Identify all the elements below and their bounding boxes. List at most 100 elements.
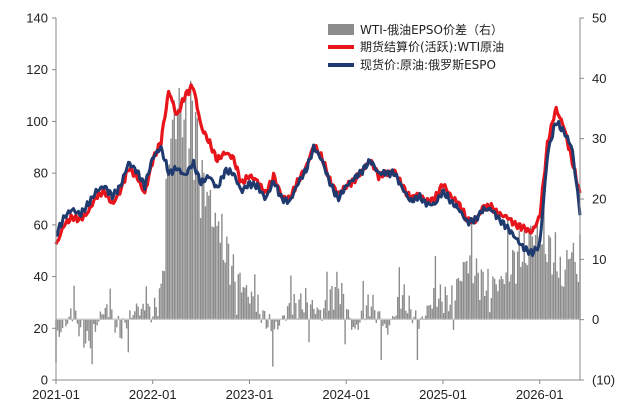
spread-bar xyxy=(98,319,100,322)
spread-bar xyxy=(438,298,440,320)
spread-bar xyxy=(199,218,202,320)
spread-bar xyxy=(282,315,284,320)
spread-bar xyxy=(250,291,253,320)
spread-bar xyxy=(385,319,387,329)
spread-bar xyxy=(497,291,499,320)
spread-bar xyxy=(355,319,358,325)
spread-bar xyxy=(145,286,147,320)
spread-bar xyxy=(360,310,363,320)
left-axis-ticks: 0 20 40 60 80 100 120 140 xyxy=(26,11,56,388)
spread-bar xyxy=(255,311,258,320)
spread-bar xyxy=(352,319,354,327)
spread-bar xyxy=(319,310,322,320)
spread-bar xyxy=(449,304,451,320)
spread-bar xyxy=(556,271,558,320)
spread-bar xyxy=(153,297,156,320)
spread-bar xyxy=(163,271,166,320)
spread-bar xyxy=(121,319,123,339)
spread-bar xyxy=(484,296,486,320)
spread-bar xyxy=(81,319,83,321)
spread-bar xyxy=(388,319,391,326)
spread-bar xyxy=(181,137,184,320)
spread-bar xyxy=(78,319,80,337)
spread-bar xyxy=(574,261,576,320)
spread-bar xyxy=(347,309,350,320)
spread-bar xyxy=(204,206,207,320)
spread-bar xyxy=(523,230,525,320)
spread-bar xyxy=(93,319,95,324)
spread-bar xyxy=(474,275,476,320)
spread-bar xyxy=(137,306,139,320)
spread-bar xyxy=(492,276,494,320)
spread-bar xyxy=(257,294,259,320)
spread-bar xyxy=(564,269,566,320)
spread-bar xyxy=(525,263,527,320)
spread-bar xyxy=(265,319,267,329)
spread-bar xyxy=(242,287,244,320)
spread-bar xyxy=(221,213,223,320)
spread-bar xyxy=(444,286,446,320)
spread-bar xyxy=(383,319,386,324)
spread-bar xyxy=(387,319,389,335)
spread-bar xyxy=(515,283,517,320)
spread-bar xyxy=(374,310,376,320)
spread-bar xyxy=(231,265,233,320)
spread-bar xyxy=(562,286,565,320)
spread-bar xyxy=(65,319,67,327)
spread-bar xyxy=(569,258,571,320)
spread-bar xyxy=(441,301,443,320)
spread-bar xyxy=(290,275,292,320)
spread-bar xyxy=(211,226,213,320)
spread-bar xyxy=(541,244,543,320)
spread-bar xyxy=(240,292,243,320)
spread-bar xyxy=(168,164,170,320)
spread-bar xyxy=(180,109,182,320)
spread-bar xyxy=(530,225,532,320)
spread-bar xyxy=(306,302,308,320)
spread-bar xyxy=(393,317,396,320)
spread-bar xyxy=(125,319,128,329)
spread-bar xyxy=(466,260,468,320)
spread-bar xyxy=(526,265,529,320)
spread-bar xyxy=(196,118,198,320)
spread-bar xyxy=(293,294,295,320)
spread-bar xyxy=(520,266,522,320)
spread-bar xyxy=(157,316,159,320)
spread-bar xyxy=(270,319,272,332)
spread-bar xyxy=(160,283,162,320)
right-tick-label: 30 xyxy=(592,131,606,146)
spread-bar xyxy=(480,269,483,320)
spread-bar xyxy=(216,225,218,320)
spread-bar xyxy=(456,279,458,320)
spread-bar xyxy=(144,310,146,320)
spread-bar xyxy=(263,311,266,320)
legend-swatch-spread xyxy=(328,24,354,35)
spread-bar xyxy=(467,273,469,320)
spread-bar xyxy=(369,316,371,320)
spread-bar xyxy=(382,319,384,327)
spread-bar xyxy=(342,293,345,320)
right-tick-label: (10) xyxy=(592,373,615,388)
spread-bar xyxy=(538,237,540,320)
spread-bar xyxy=(553,262,555,320)
x-axis-ticks: 2021-01 2022-01 2023-01 2024-01 2025-01 2026-… xyxy=(32,380,564,400)
spread-bar xyxy=(71,319,74,322)
spread-bar xyxy=(309,304,312,320)
spread-bar xyxy=(424,315,427,320)
left-tick-label: 80 xyxy=(34,166,48,181)
spread-bar xyxy=(439,284,442,320)
left-tick-label: 20 xyxy=(34,321,48,336)
spread-bar xyxy=(434,256,437,320)
spread-bar xyxy=(176,108,179,320)
spread-bar xyxy=(505,272,507,320)
spread-bar xyxy=(311,299,313,320)
spread-bar xyxy=(135,303,138,320)
spread-bar xyxy=(268,314,271,320)
spread-bar xyxy=(370,306,373,320)
spread-bar xyxy=(551,274,553,320)
left-tick-label: 100 xyxy=(26,114,48,129)
spread-bar xyxy=(533,245,535,320)
spread-bar xyxy=(89,319,92,349)
spread-bar xyxy=(150,319,152,323)
